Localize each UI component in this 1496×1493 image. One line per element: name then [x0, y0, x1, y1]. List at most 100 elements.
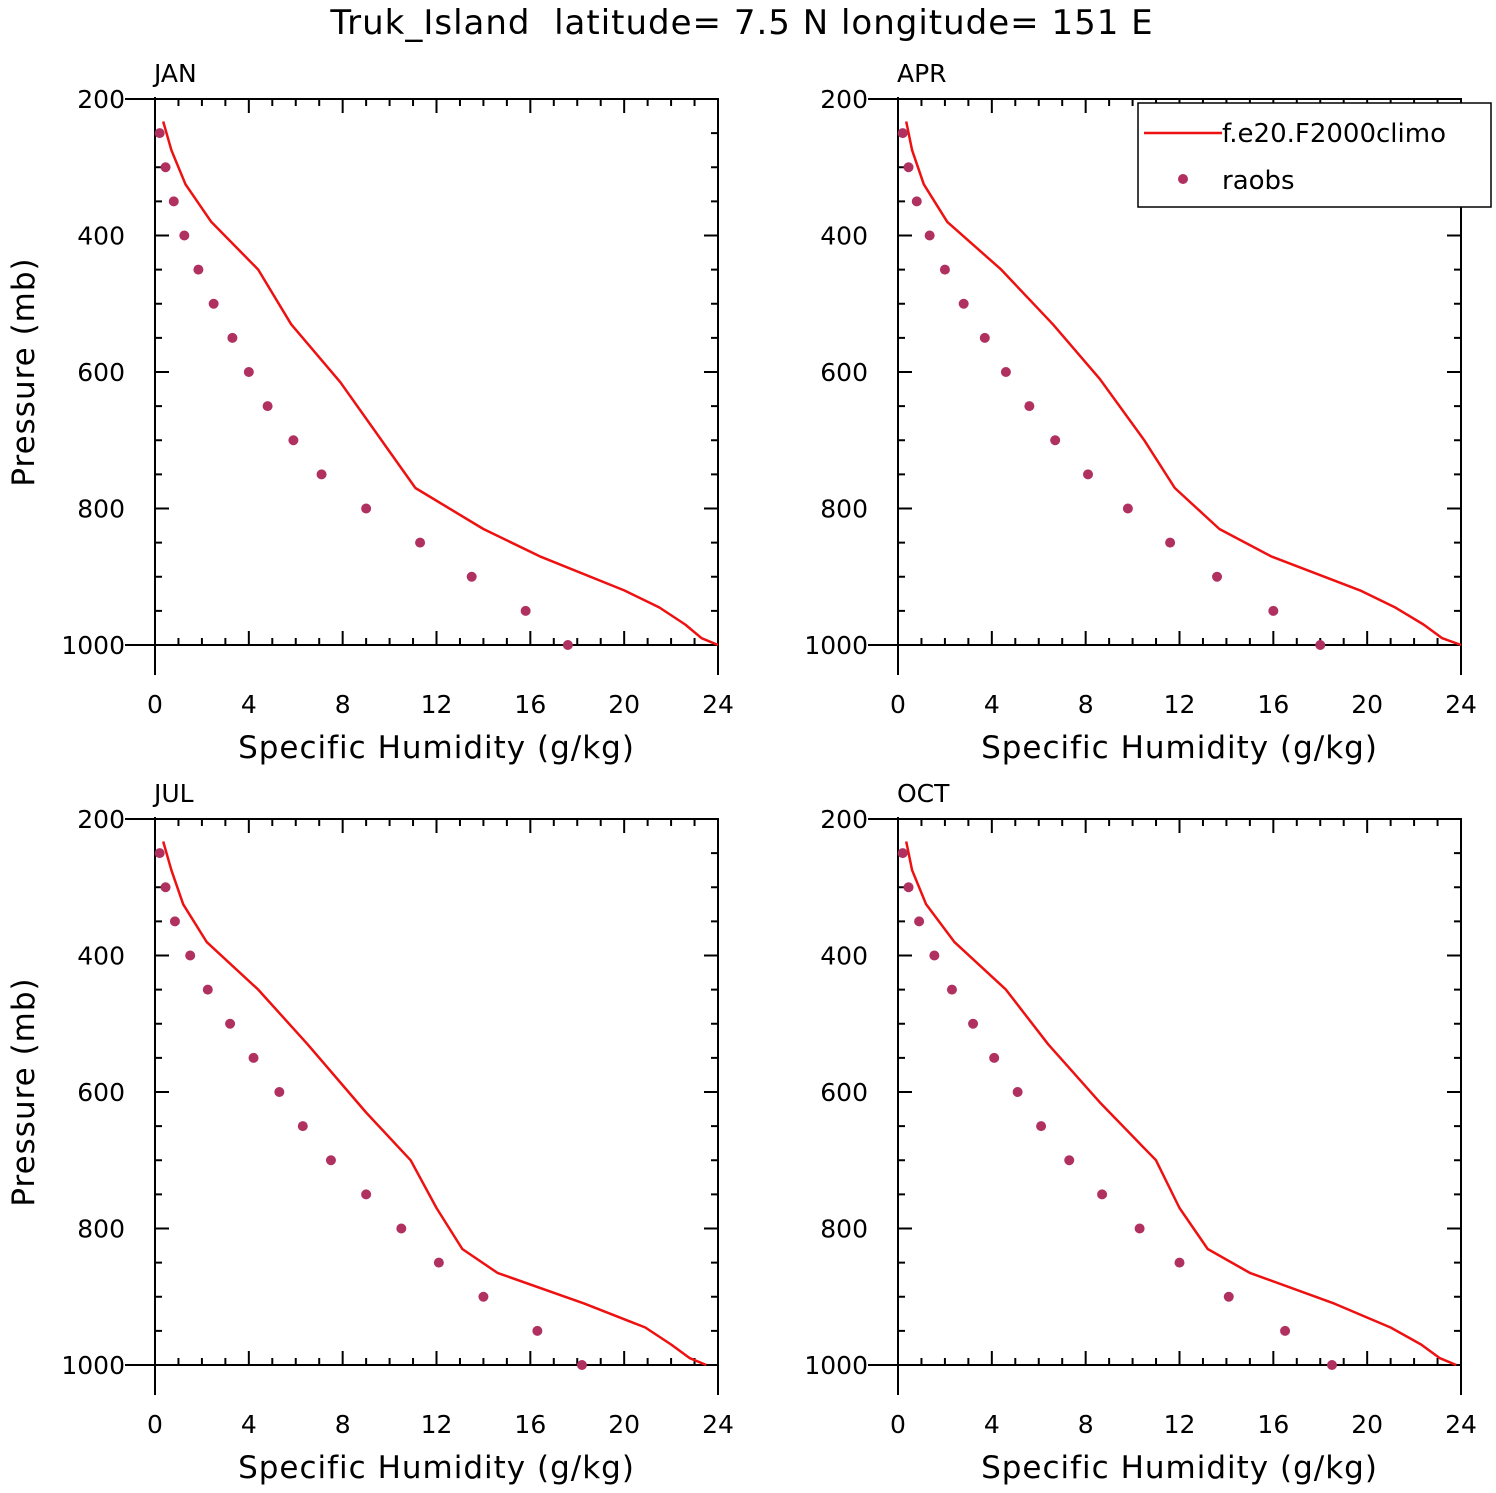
data-point-raobs: [520, 605, 531, 616]
data-point-raobs: [185, 950, 196, 961]
legend: f.e20.F2000climo raobs: [1137, 102, 1492, 208]
data-point-raobs: [1134, 1223, 1145, 1234]
data-point-raobs: [288, 435, 299, 446]
data-point-raobs: [361, 503, 372, 514]
x-tick-label: 16: [514, 1410, 546, 1439]
x-tick-label: 24: [702, 1410, 734, 1439]
data-point-raobs: [168, 196, 179, 207]
data-point-raobs: [193, 264, 204, 275]
figure-title: Truk_Island latitude= 7.5 N longitude= 1…: [329, 3, 1153, 43]
series-line-model: [904, 121, 1462, 647]
x-tick-label: 0: [890, 690, 906, 719]
panel-label: JUL: [152, 779, 194, 808]
y-tick-label: 600: [820, 1078, 868, 1107]
data-point-raobs: [297, 1121, 308, 1132]
data-point-raobs: [225, 1018, 236, 1029]
x-tick-label: 12: [421, 1410, 453, 1439]
y-tick-label: 600: [820, 358, 868, 387]
y-tick-label: 1000: [804, 631, 868, 660]
legend-obs-label: raobs: [1222, 166, 1295, 196]
y-tick-label: 200: [77, 85, 125, 114]
x-tick-label: 8: [335, 1410, 351, 1439]
x-tick-label: 8: [335, 690, 351, 719]
panel-label: APR: [897, 59, 947, 88]
data-point-raobs: [1165, 537, 1176, 548]
panel-jul: 0 4 8 12 16 20 24 200 400 600 800 1000 JUL Specific H…: [6, 779, 734, 1486]
data-point-raobs: [243, 367, 254, 377]
data-point-raobs: [989, 1052, 1000, 1063]
data-point-raobs: [202, 984, 213, 995]
series-line-model: [904, 841, 1457, 1367]
x-tick-label: 24: [1445, 690, 1477, 719]
data-point-raobs: [903, 162, 914, 173]
y-tick-label: 400: [820, 222, 868, 251]
data-point-raobs: [1122, 503, 1133, 514]
x-tick-label: 8: [1078, 1410, 1094, 1439]
plot-frame: [897, 818, 1462, 1366]
data-point-raobs: [208, 298, 219, 309]
x-tick-label: 0: [147, 690, 163, 719]
x-tick-label: 24: [702, 690, 734, 719]
data-point-raobs: [1223, 1291, 1234, 1302]
x-tick-label: 20: [608, 1410, 640, 1439]
data-point-raobs: [924, 230, 935, 241]
series-line-model: [161, 841, 707, 1367]
x-tick-label: 16: [1257, 1410, 1289, 1439]
y-tick-label: 400: [77, 942, 125, 971]
data-point-raobs: [1036, 1121, 1047, 1132]
x-tick-label: 12: [421, 690, 453, 719]
data-point-raobs: [911, 196, 922, 207]
panel-label: JAN: [152, 59, 197, 88]
data-point-raobs: [1280, 1325, 1291, 1336]
y-tick-label: 600: [77, 358, 125, 387]
y-tick-label: 400: [77, 222, 125, 251]
x-tick-label: 16: [1257, 690, 1289, 719]
data-point-raobs: [1212, 571, 1223, 582]
y-tick-label: 1000: [61, 631, 125, 660]
panel-label: OCT: [897, 779, 950, 808]
y-tick-label: 200: [820, 85, 868, 114]
data-point-raobs: [1174, 1257, 1185, 1268]
data-point-raobs: [939, 264, 950, 275]
y-tick-label: 800: [820, 1215, 868, 1244]
data-point-raobs: [227, 332, 238, 343]
data-point-raobs: [532, 1325, 543, 1336]
x-tick-label: 12: [1164, 1410, 1196, 1439]
data-point-raobs: [968, 1018, 979, 1029]
y-tick-label: 400: [820, 942, 868, 971]
x-tick-label: 4: [241, 690, 257, 719]
y-tick-label: 800: [77, 495, 125, 524]
x-tick-label: 24: [1445, 1410, 1477, 1439]
data-point-raobs: [478, 1291, 489, 1302]
data-point-raobs: [946, 984, 957, 995]
data-point-raobs: [396, 1223, 407, 1234]
y-tick-label: 600: [77, 1078, 125, 1107]
data-point-raobs: [248, 1052, 259, 1063]
x-axis-label: Specific Humidity (g/kg): [238, 1450, 635, 1486]
panel-jan: 0 4 8 12 16 20 24 200 400 600 800 1000 JAN Specific H…: [6, 59, 734, 766]
x-tick-label: 12: [1164, 690, 1196, 719]
y-tick-label: 200: [77, 805, 125, 834]
y-tick-label: 800: [77, 1215, 125, 1244]
data-point-raobs: [154, 848, 165, 859]
data-point-raobs: [325, 1155, 336, 1166]
x-axis-label: Specific Humidity (g/kg): [238, 730, 635, 766]
plot-frame: [154, 98, 719, 646]
data-point-raobs: [914, 916, 925, 927]
data-point-raobs: [1326, 1360, 1337, 1370]
legend-box: [1137, 102, 1492, 208]
data-point-raobs: [576, 1360, 587, 1370]
data-point-raobs: [1024, 401, 1035, 412]
x-tick-label: 8: [1078, 690, 1094, 719]
data-point-raobs: [262, 401, 273, 412]
data-point-raobs: [466, 571, 477, 582]
series-line-model: [161, 121, 719, 647]
data-point-raobs: [169, 916, 180, 927]
y-tick-label: 800: [820, 495, 868, 524]
x-tick-label: 20: [1351, 690, 1383, 719]
data-point-raobs: [1083, 469, 1094, 480]
x-tick-label: 4: [984, 690, 1000, 719]
x-tick-label: 16: [514, 690, 546, 719]
